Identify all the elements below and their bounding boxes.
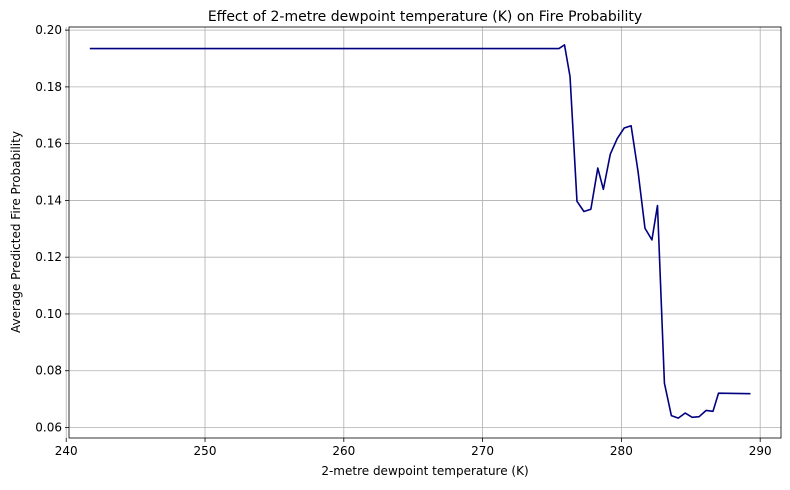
y-tick-label: 0.16 [35, 137, 62, 151]
y-tick-label: 0.18 [35, 80, 62, 94]
y-axis-label: Average Predicted Fire Probability [9, 131, 23, 333]
x-tick-label: 270 [471, 444, 494, 458]
x-tick-label: 280 [610, 444, 633, 458]
x-tick-label: 240 [55, 444, 78, 458]
grid [65, 27, 781, 438]
y-tick-label: 0.08 [35, 364, 62, 378]
plot-frame [68, 26, 782, 439]
y-tick-label: 0.14 [35, 193, 62, 207]
y-tick-label: 0.06 [35, 420, 62, 434]
series-line [89, 44, 751, 419]
x-axis-label: 2-metre dewpoint temperature (K) [321, 464, 528, 478]
axis-ticks: 240 250 260 270 280 290 0.06 0.08 0.10 0.12 0.14 0.… [35, 23, 771, 458]
x-tick-label: 290 [749, 444, 772, 458]
x-tick-label: 250 [194, 444, 217, 458]
x-tick-label: 260 [332, 444, 355, 458]
series-layer [89, 44, 751, 419]
y-tick-label: 0.10 [35, 307, 62, 321]
chart-title: Effect of 2-metre dewpoint temperature (… [208, 9, 642, 25]
y-tick-label: 0.20 [35, 23, 62, 37]
y-tick-label: 0.12 [35, 250, 62, 264]
